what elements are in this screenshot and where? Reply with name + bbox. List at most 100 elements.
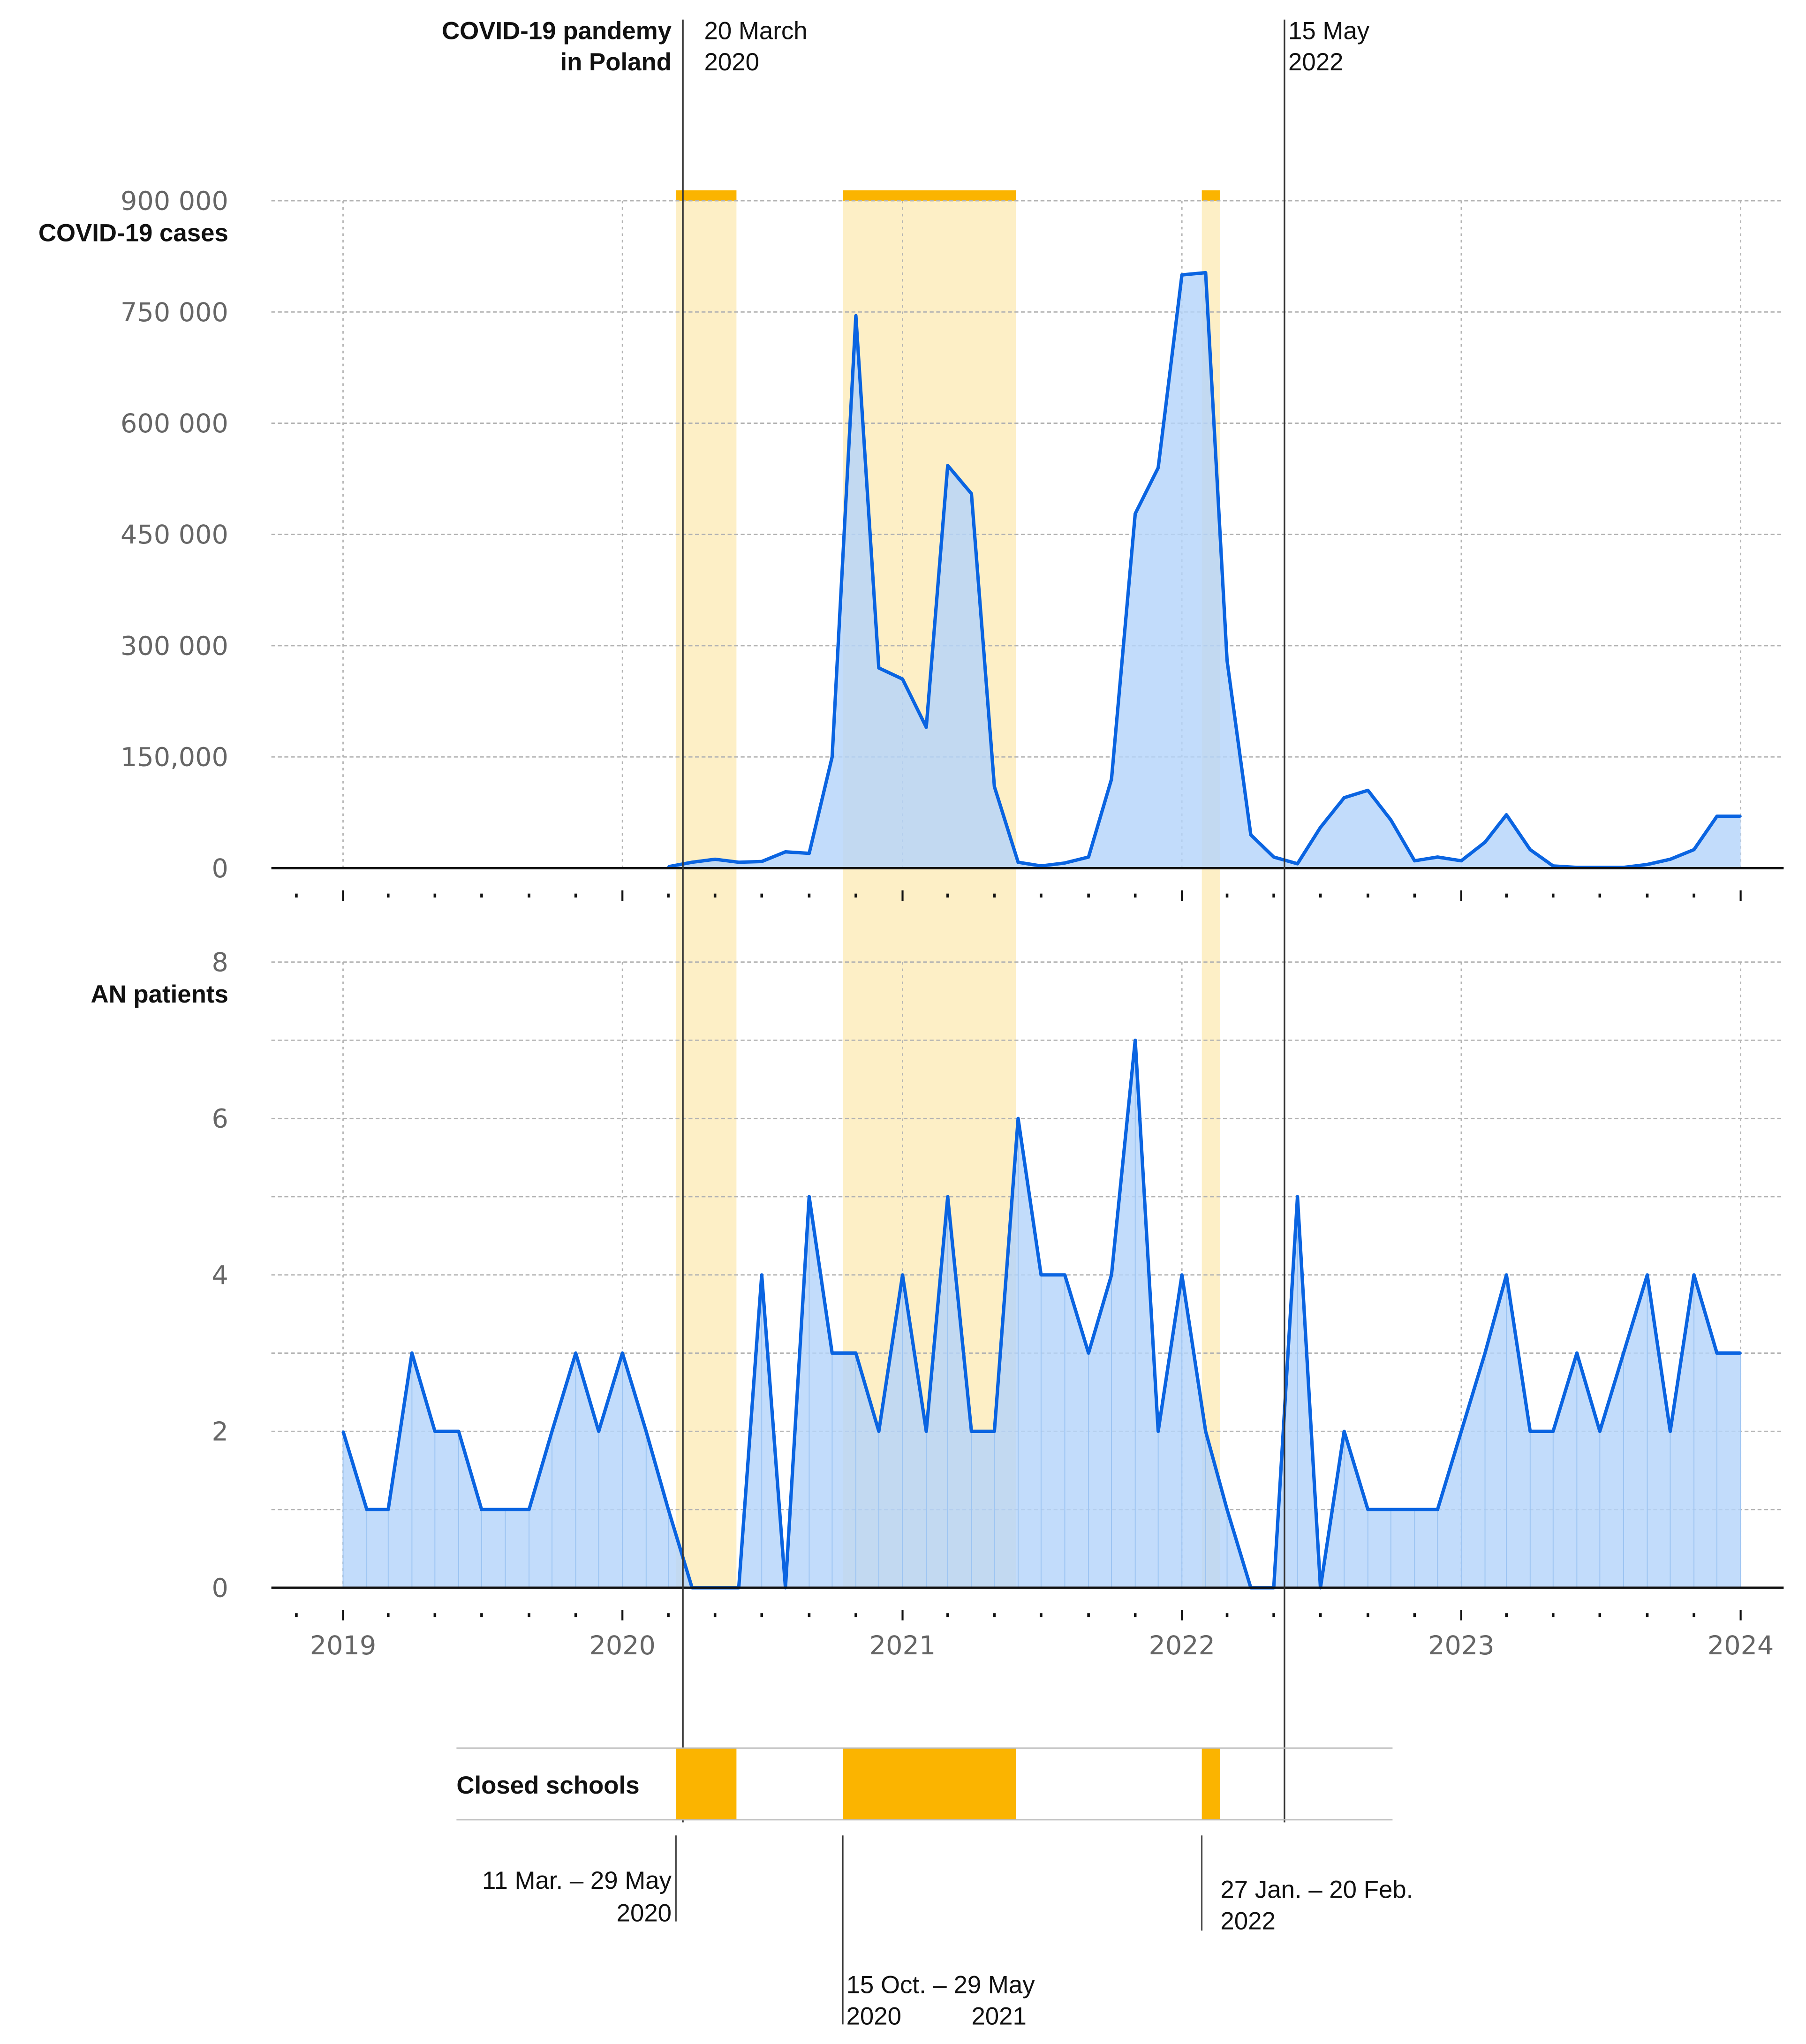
data-point-panel-1-33: [1413, 860, 1416, 862]
data-point-panel-2-13: [621, 1352, 624, 1354]
data-point-panel-1-13: [946, 464, 949, 467]
y-tick-label-300000-panel-1: 300 000: [121, 631, 228, 661]
x-tick-label-2019: 2019: [310, 1630, 376, 1661]
data-point-panel-1-24: [1204, 272, 1207, 274]
data-point-panel-2-51: [1505, 1274, 1508, 1276]
data-point-panel-2-10: [551, 1430, 553, 1433]
data-point-panel-2-59: [1693, 1274, 1695, 1276]
x-tick-label-2023: 2023: [1428, 1630, 1494, 1661]
x-tick-label-2021: 2021: [869, 1630, 936, 1661]
data-point-panel-2-7: [480, 1508, 483, 1511]
data-point-panel-1-46: [1715, 815, 1718, 817]
data-point-panel-2-27: [946, 1195, 949, 1198]
data-point-panel-2-24: [877, 1430, 880, 1433]
closed-period-top-bar-2: [843, 190, 1016, 201]
data-point-panel-2-34: [1110, 1274, 1113, 1276]
y-tick-label-6-panel-2: 6: [212, 1104, 228, 1134]
data-point-panel-1-38: [1529, 848, 1532, 851]
y-tick-label-0-panel-1: 0: [212, 853, 228, 884]
data-point-panel-1-39: [1552, 865, 1555, 867]
closed-schools-label: Closed schools: [456, 1772, 639, 1799]
closed-period-band-1: [676, 190, 737, 1588]
data-point-panel-1-15: [993, 785, 996, 788]
data-point-panel-2-12: [597, 1430, 600, 1433]
data-point-panel-1-9: [854, 315, 857, 317]
data-point-panel-1-22: [1157, 467, 1159, 469]
data-point-panel-2-1: [342, 1430, 344, 1433]
y-tick-label-2-panel-2: 2: [212, 1417, 228, 1447]
data-point-panel-2-25: [901, 1274, 904, 1276]
y-tick-label-8-panel-2: 8: [212, 947, 228, 978]
an-patients-axis-label: AN patients: [91, 981, 228, 1008]
covid-cases-axis-label: COVID-19 cases: [38, 219, 228, 247]
data-point-panel-2-22: [831, 1352, 833, 1354]
data-point-panel-2-8: [504, 1508, 506, 1511]
data-point-panel-1-36: [1484, 841, 1486, 844]
data-point-panel-2-26: [925, 1430, 928, 1433]
closed-period-band-2: [843, 190, 1016, 1588]
closed-schools-strip: [456, 1747, 1393, 1821]
y-tick-label-450000-panel-1: 450 000: [121, 520, 228, 550]
x-tick-label-2022: 2022: [1149, 1630, 1215, 1661]
data-point-panel-2-48: [1436, 1508, 1439, 1511]
pandemic-end-date-line-2: 2022: [1288, 48, 1343, 76]
data-point-panel-1-32: [1390, 819, 1392, 821]
pandemic-start-date-line-1: 20 March: [704, 17, 808, 45]
y-tick-label-600000-panel-1: 600 000: [121, 408, 228, 439]
data-point-panel-1-43: [1646, 863, 1648, 866]
data-point-panel-2-52: [1529, 1430, 1532, 1433]
data-point-panel-1-3: [714, 858, 716, 860]
data-point-panel-2-6: [457, 1430, 460, 1433]
data-point-panel-2-19: [761, 1274, 763, 1276]
data-point-panel-1-28: [1296, 862, 1299, 865]
data-point-panel-2-32: [1064, 1274, 1066, 1276]
closed-period-strip-bar-1: [676, 1748, 737, 1820]
data-point-panel-2-55: [1599, 1430, 1601, 1433]
pandemic-end-date-line-1: 15 May: [1288, 17, 1370, 45]
data-point-panel-2-30: [1017, 1117, 1020, 1120]
data-point-panel-2-56: [1622, 1352, 1625, 1354]
data-point-panel-2-4: [411, 1352, 413, 1354]
data-point-panel-2-23: [854, 1352, 857, 1354]
data-point-panel-2-2: [365, 1508, 368, 1511]
data-point-panel-1-16: [1017, 861, 1020, 864]
area-fills: [342, 272, 1741, 1588]
data-point-panel-2-21: [808, 1195, 810, 1198]
data-point-panel-1-47: [1739, 815, 1742, 817]
data-point-panel-2-49: [1460, 1430, 1463, 1433]
series-lines: [341, 271, 1742, 1590]
data-point-panel-1-2: [691, 861, 693, 864]
series-area-panel-1: [668, 272, 1741, 868]
data-point-panel-1-29: [1319, 826, 1322, 829]
data-point-panel-2-44: [1343, 1430, 1345, 1433]
closed-period-top-bar-3: [1201, 190, 1220, 201]
data-point-panel-2-36: [1157, 1430, 1159, 1433]
data-point-panel-2-33: [1087, 1352, 1090, 1354]
data-point-panel-1-34: [1436, 856, 1439, 858]
y-tick-label-4-panel-2: 4: [212, 1260, 228, 1290]
data-point-panel-2-28: [970, 1430, 973, 1433]
closed-school-bands: [676, 190, 1220, 1588]
data-point-panel-1-37: [1505, 814, 1508, 816]
data-point-panel-1-4: [738, 861, 740, 864]
data-point-panel-1-7: [808, 852, 810, 855]
pandemic-label-line-1: COVID-19 pandemy: [442, 17, 672, 45]
period-3-label-line-1: 27 Jan. – 20 Feb.: [1220, 1876, 1413, 1904]
data-point-panel-2-54: [1576, 1352, 1578, 1354]
data-point-panel-1-25: [1226, 659, 1228, 662]
data-point-panel-1-5: [761, 860, 763, 863]
data-point-panel-1-12: [925, 726, 928, 729]
y-tick-label-750000-panel-1: 750 000: [121, 297, 228, 328]
axes: 0 150,000 300 000 450 000 600 000 750 000 900 …: [121, 186, 1784, 1661]
data-point-panel-2-46: [1390, 1508, 1392, 1511]
data-point-panel-1-8: [831, 756, 833, 758]
period-2-label-line-1: 15 Oct. – 29 May: [846, 1971, 1035, 1999]
data-point-panel-2-58: [1669, 1430, 1671, 1433]
data-point-panel-2-42: [1296, 1195, 1299, 1198]
data-point-panel-1-45: [1693, 848, 1695, 851]
data-point-panel-2-53: [1552, 1430, 1555, 1433]
data-point-panel-2-57: [1646, 1274, 1648, 1276]
data-point-panel-2-9: [528, 1508, 530, 1511]
data-point-panel-2-35: [1134, 1039, 1136, 1041]
